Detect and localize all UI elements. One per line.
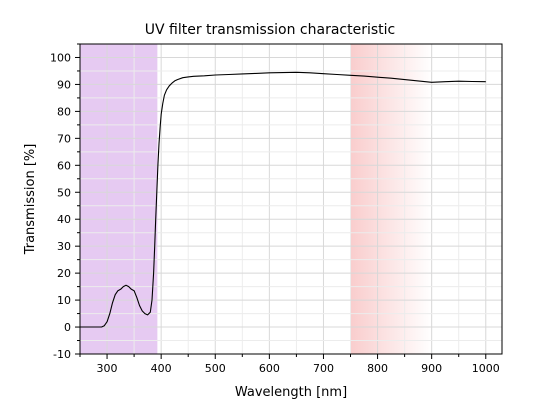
- y-axis: -10 0 10 20 30 40 50 60 70 80 90 100: [50, 43, 80, 361]
- ir-band-region: [350, 44, 432, 354]
- x-tick-label: 900: [421, 362, 442, 375]
- x-tick-label: 800: [367, 362, 388, 375]
- x-tick-label: 500: [205, 362, 226, 375]
- y-tick-label: 10: [57, 294, 71, 307]
- plot-frame: [79, 43, 503, 355]
- y-tick-label: 30: [57, 240, 71, 253]
- x-tick-label: 600: [259, 362, 280, 375]
- y-tick-label: 50: [57, 186, 71, 199]
- x-axis: 300 400 500 600 700 800 900 1000: [79, 354, 500, 375]
- y-tick-label: 60: [57, 159, 71, 172]
- y-tick-label: 90: [57, 78, 71, 91]
- grid-lines: [79, 43, 502, 355]
- y-tick-label: -10: [53, 348, 71, 361]
- uv-band-region: [80, 44, 158, 354]
- chart-title: UV filter transmission characteristic: [145, 22, 395, 38]
- x-tick-label: 1000: [472, 362, 500, 375]
- y-tick-label: 70: [57, 132, 71, 145]
- y-tick-label: 80: [57, 105, 71, 118]
- highlight-regions: [80, 44, 432, 354]
- series-group: [80, 71, 486, 328]
- y-tick-label: 40: [57, 213, 71, 226]
- y-tick-label: 0: [64, 321, 71, 334]
- x-tick-label: 300: [97, 362, 118, 375]
- transmission-line: [80, 71, 486, 328]
- x-tick-label: 400: [151, 362, 172, 375]
- y-axis-label: Transmission [%]: [23, 144, 38, 256]
- y-tick-label: 100: [50, 51, 71, 64]
- y-tick-label: 20: [57, 267, 71, 280]
- x-tick-label: 700: [313, 362, 334, 375]
- x-axis-label: Wavelength [nm]: [235, 385, 347, 400]
